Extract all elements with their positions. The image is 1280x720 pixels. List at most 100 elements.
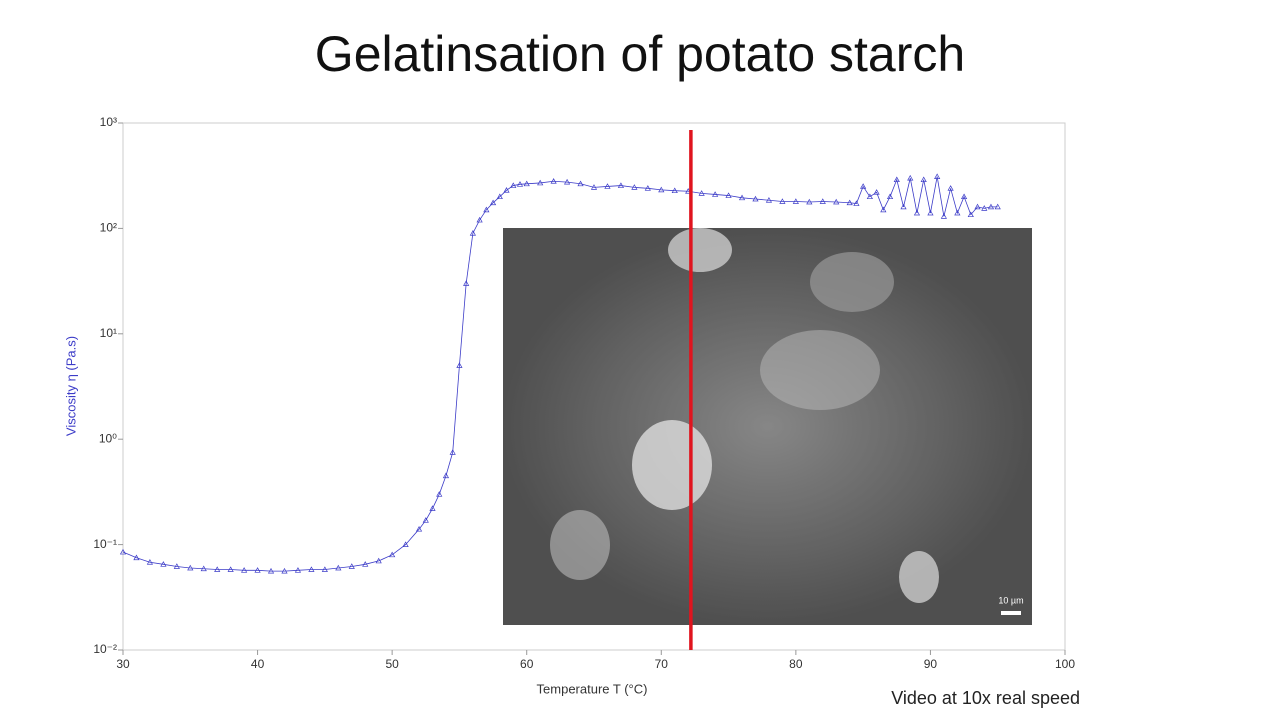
data-point: [725, 192, 732, 198]
granule: [668, 228, 732, 272]
y-tick-label: 10²: [100, 221, 117, 235]
data-point: [792, 198, 799, 204]
scale-bar: [1001, 611, 1021, 615]
data-point: [860, 183, 867, 189]
y-axis-label: Viscosity η (Pa.s): [63, 336, 78, 436]
data-point: [281, 567, 288, 574]
data-point: [422, 517, 429, 523]
x-tick-label: 90: [924, 657, 938, 671]
data-point: [617, 182, 625, 188]
data-point: [402, 541, 409, 547]
plot-frame: [122, 122, 1066, 651]
data-point: [503, 187, 510, 193]
data-point: [321, 566, 328, 572]
data-point: [389, 551, 396, 558]
data-point: [940, 213, 947, 219]
data-point: [146, 559, 154, 565]
granule: [632, 420, 712, 510]
data-point: [483, 206, 490, 213]
y-tick-label: 10¹: [100, 326, 117, 340]
data-point: [335, 564, 342, 571]
data-point: [375, 557, 382, 564]
data-point: [436, 491, 443, 497]
data-point: [516, 181, 524, 187]
data-point: [886, 193, 894, 200]
data-point: [449, 449, 456, 455]
data-point: [496, 193, 503, 200]
data-point: [671, 187, 678, 194]
data-point: [920, 176, 927, 183]
data-point: [644, 185, 651, 191]
data-point: [967, 211, 974, 218]
data-point: [133, 554, 140, 561]
data-point: [160, 561, 167, 567]
data-point: [510, 182, 517, 188]
data-point: [476, 216, 483, 223]
data-point: [537, 179, 544, 186]
data-point: [900, 203, 907, 210]
granule: [899, 551, 939, 603]
data-point: [429, 505, 436, 511]
data-point: [214, 566, 221, 572]
data-point: [960, 193, 968, 200]
granule: [760, 330, 880, 410]
y-tick-label: 10⁻²: [93, 642, 117, 656]
data-point: [954, 209, 961, 216]
granule: [810, 252, 894, 312]
data-point: [631, 184, 638, 190]
data-point: [779, 198, 786, 204]
data-point: [806, 198, 813, 205]
data-point: [604, 183, 611, 189]
data-point: [934, 173, 941, 179]
x-tick-label: 40: [251, 657, 265, 671]
x-tick-label: 60: [520, 657, 534, 671]
data-point: [712, 191, 719, 197]
data-point: [752, 195, 759, 202]
x-tick-label: 50: [385, 657, 399, 671]
granule: [550, 510, 610, 580]
data-point: [550, 178, 557, 184]
data-point: [866, 193, 873, 200]
y-tick-label: 10⁻¹: [93, 537, 117, 551]
data-point: [523, 180, 530, 187]
data-point: [907, 174, 914, 181]
data-point: [442, 472, 450, 479]
data-point: [658, 186, 665, 193]
data-point: [927, 209, 934, 216]
data-point: [577, 180, 584, 187]
data-point: [873, 189, 880, 195]
data-point: [819, 198, 826, 204]
data-point: [463, 280, 470, 286]
microscope-video: 10 µm: [503, 228, 1032, 625]
data-point: [846, 199, 853, 206]
data-point: [913, 209, 921, 216]
data-point: [227, 566, 234, 572]
data-point: [254, 567, 261, 573]
data-point: [489, 199, 497, 206]
data-point: [590, 184, 598, 190]
data-point: [853, 200, 860, 206]
data-point: [294, 567, 302, 573]
data-point: [267, 567, 275, 574]
x-tick-label: 80: [789, 657, 803, 671]
data-point: [241, 567, 248, 573]
data-point: [880, 206, 887, 213]
data-point: [833, 198, 840, 205]
data-point: [987, 203, 995, 210]
data-point: [765, 197, 773, 203]
data-point: [738, 194, 746, 201]
scale-label: 10 µm: [998, 595, 1023, 605]
data-point: [893, 176, 900, 183]
data-point: [187, 564, 194, 571]
data-point: [974, 203, 981, 210]
data-point: [981, 205, 988, 211]
data-point: [200, 565, 207, 572]
data-point: [415, 525, 423, 532]
data-point: [119, 548, 127, 555]
data-point: [308, 566, 315, 572]
data-point: [348, 563, 355, 569]
x-tick-label: 100: [1055, 657, 1075, 671]
data-point: [173, 563, 180, 569]
